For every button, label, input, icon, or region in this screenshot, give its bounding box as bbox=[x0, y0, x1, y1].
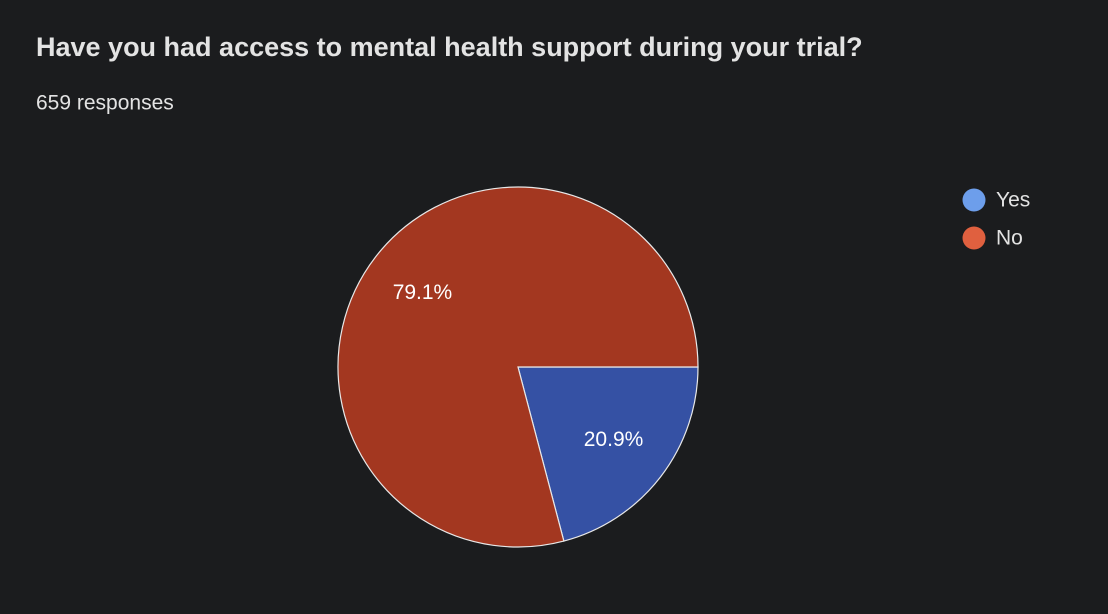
legend-marker bbox=[962, 188, 986, 212]
legend-marker bbox=[962, 226, 986, 250]
pie-slice bbox=[337, 186, 699, 548]
legend-label: No bbox=[996, 227, 1023, 250]
slice-label: 79.1% bbox=[393, 281, 453, 304]
chart-subtitle: 659 responses bbox=[36, 92, 174, 115]
pie-slice bbox=[517, 366, 699, 542]
slice-label: 20.9% bbox=[584, 428, 644, 451]
legend-label: Yes bbox=[996, 189, 1030, 212]
chart-title: Have you had access to mental health sup… bbox=[36, 32, 863, 62]
